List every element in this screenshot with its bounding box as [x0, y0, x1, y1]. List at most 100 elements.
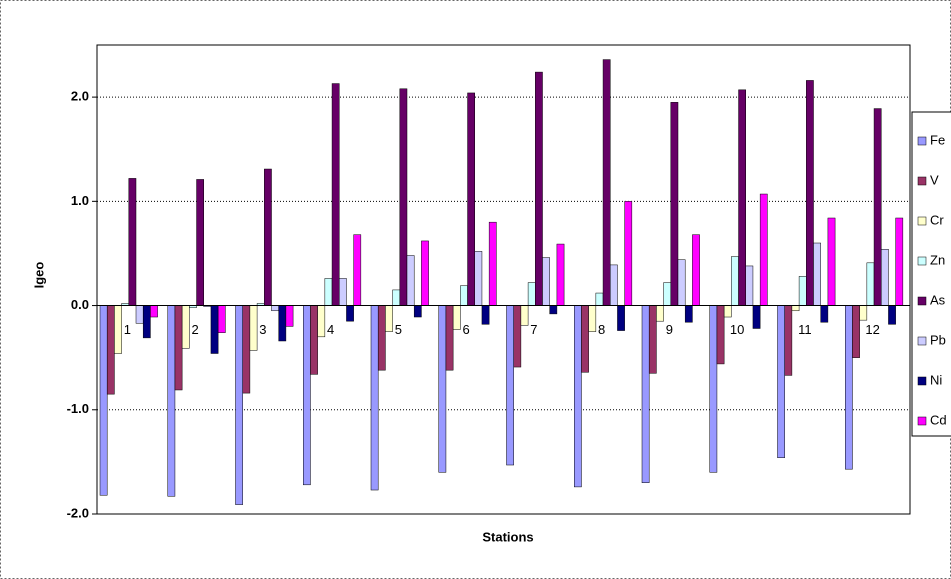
legend-label: Cd: [930, 412, 947, 427]
bar: [820, 305, 829, 323]
bar: [445, 305, 454, 371]
legend-swatch: [917, 416, 927, 426]
bar: [142, 305, 151, 339]
bar: [556, 243, 565, 306]
bar: [317, 305, 326, 338]
legend-swatch: [917, 176, 927, 186]
legend-swatch: [917, 336, 927, 346]
bar: [271, 305, 279, 312]
legend-label: Pb: [930, 332, 946, 347]
bar: [723, 305, 732, 318]
bar: [873, 108, 882, 306]
bar: [716, 305, 725, 365]
bar: [128, 178, 137, 306]
bar: [264, 168, 272, 306]
bar: [339, 278, 347, 306]
bar: [574, 305, 582, 488]
bar: [624, 201, 633, 306]
bar: [438, 305, 447, 473]
x-tick-label: 2: [191, 322, 198, 337]
bar: [852, 305, 860, 358]
bar: [331, 83, 340, 306]
legend-swatch: [917, 256, 927, 266]
bar: [670, 102, 679, 306]
bar: [677, 259, 686, 306]
bar: [421, 240, 429, 306]
bar: [249, 305, 258, 351]
bar: [235, 305, 243, 505]
bar: [242, 305, 251, 394]
bar: [595, 292, 604, 306]
bar: [210, 305, 219, 354]
bar: [648, 305, 657, 374]
bar: [859, 305, 868, 321]
bar: [806, 80, 814, 306]
legend-swatch: [917, 376, 927, 386]
legend-label: Zn: [930, 252, 945, 267]
bar: [684, 305, 693, 323]
bar: [303, 305, 311, 486]
x-tick-label: 9: [666, 322, 673, 337]
bar: [452, 305, 461, 330]
bar: [385, 305, 393, 332]
bar: [310, 305, 318, 375]
bar: [895, 217, 904, 306]
bar: [346, 305, 354, 322]
y-tick-label: 0.0: [71, 297, 89, 312]
bar: [731, 256, 739, 306]
bar: [377, 305, 386, 371]
bar: [481, 305, 490, 325]
bar: [467, 92, 475, 306]
bar: [759, 193, 768, 306]
bar: [135, 305, 144, 324]
bar: [353, 234, 362, 306]
bar: [602, 59, 611, 306]
bar: [106, 305, 115, 395]
bar: [738, 89, 746, 306]
bar: [888, 305, 896, 325]
x-tick-label: 6: [462, 322, 469, 337]
bar: [813, 242, 821, 306]
bar: [196, 179, 205, 306]
bar: [610, 264, 618, 306]
bar: [535, 71, 543, 306]
bar: [663, 282, 672, 306]
bar: [527, 282, 536, 306]
legend-label: Fe: [930, 132, 945, 147]
y-axis-label: Igeo: [31, 262, 46, 289]
bar: [99, 305, 108, 496]
x-tick-label: 12: [865, 322, 879, 337]
legend-label: Ni: [930, 372, 942, 387]
bar: [520, 305, 529, 326]
bar: [513, 305, 522, 368]
bar: [506, 305, 514, 466]
bar: [656, 305, 664, 322]
bar: [641, 305, 650, 483]
bar: [150, 305, 158, 318]
bar: [370, 305, 379, 491]
plot-area: [97, 45, 910, 514]
x-tick-label: 11: [798, 322, 812, 337]
bar: [324, 278, 333, 306]
bar: [784, 305, 793, 376]
bar: [617, 305, 625, 331]
bar: [549, 305, 558, 315]
y-tick-label: 2.0: [71, 89, 89, 104]
x-tick-label: 3: [259, 322, 266, 337]
bar: [745, 265, 754, 306]
bar: [167, 305, 176, 497]
y-tick-label: 1.0: [71, 193, 89, 208]
legend-swatch: [917, 216, 927, 226]
bar: [827, 217, 836, 306]
bar: [588, 305, 597, 332]
bar: [581, 305, 589, 373]
bar: [798, 276, 807, 306]
bar: [709, 305, 718, 473]
legend-swatch: [917, 136, 927, 146]
legend-label: Cr: [930, 212, 944, 227]
x-tick-label: 1: [124, 322, 131, 337]
bar: [413, 305, 422, 318]
plot-border: [96, 44, 911, 515]
x-tick-label: 10: [730, 322, 744, 337]
